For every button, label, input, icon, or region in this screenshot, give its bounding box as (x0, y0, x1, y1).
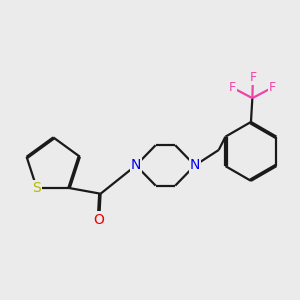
Text: N: N (131, 158, 141, 172)
Text: F: F (229, 81, 236, 94)
Text: N: N (190, 158, 200, 172)
Text: F: F (249, 71, 256, 84)
Text: O: O (94, 212, 105, 226)
Text: S: S (32, 181, 41, 195)
Text: F: F (269, 81, 276, 94)
